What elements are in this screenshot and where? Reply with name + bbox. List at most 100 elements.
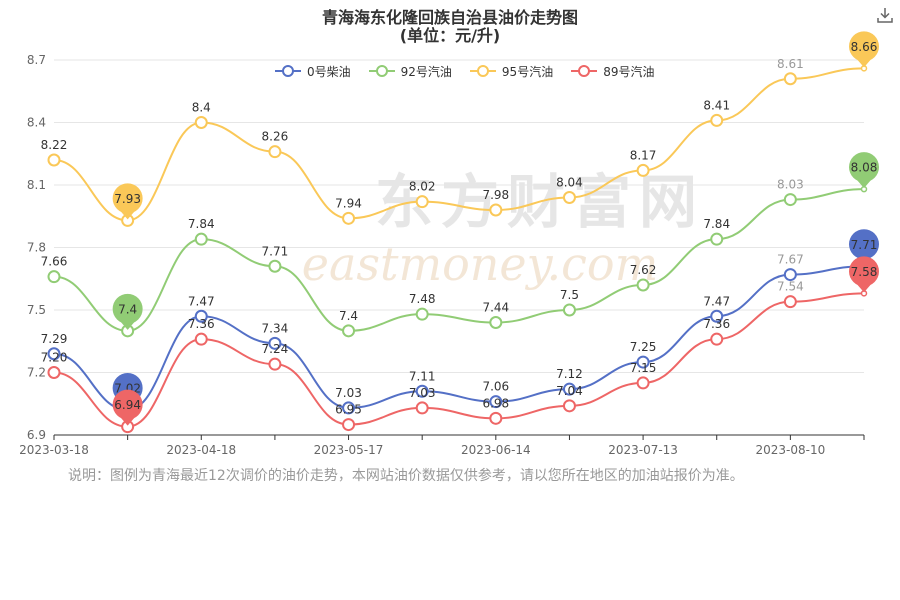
legend-item[interactable]: 89号汽油 <box>571 63 654 80</box>
data-label: 7.44 <box>482 301 509 315</box>
data-point <box>415 195 429 209</box>
data-label: 7.4 <box>339 309 358 323</box>
data-label: 6.98 <box>482 396 509 410</box>
data-point <box>636 355 650 369</box>
data-point <box>268 259 282 273</box>
data-label: 8.61 <box>777 57 804 71</box>
download-icon[interactable] <box>876 6 894 24</box>
data-point <box>710 113 724 127</box>
grid-lines <box>54 59 864 436</box>
data-point <box>710 232 724 246</box>
x-tick-label: 2023-07-13 <box>608 443 678 457</box>
data-point <box>489 395 503 409</box>
legend-label: 89号汽油 <box>603 64 655 79</box>
data-label: 7.03 <box>335 386 362 400</box>
data-label: 7.03 <box>409 386 436 400</box>
legend-item[interactable]: 95号汽油 <box>469 63 554 80</box>
data-point <box>636 163 650 177</box>
data-point <box>194 116 208 129</box>
pin-marker: 8.66 <box>849 31 879 68</box>
y-tick-label: 8.4 <box>27 116 46 130</box>
data-point <box>47 347 61 361</box>
data-label: 7.25 <box>630 340 657 354</box>
legend-line-icon <box>275 65 301 77</box>
data-label: 7.29 <box>41 332 68 346</box>
data-label: 8.03 <box>777 178 804 192</box>
pin-label: 8.08 <box>851 161 878 175</box>
data-label: 7.94 <box>335 196 362 210</box>
data-label: 6.95 <box>335 403 362 417</box>
legend-line-icon <box>469 65 496 77</box>
pin-marker: 7.4 <box>112 293 143 330</box>
data-label: 7.06 <box>482 380 509 394</box>
pin-label: 7.4 <box>118 302 137 316</box>
data-label: 8.02 <box>409 180 436 194</box>
data-label: 7.48 <box>409 292 436 306</box>
data-label: 8.04 <box>556 176 583 190</box>
data-point <box>342 418 356 432</box>
x-tick-label: 2023-04-18 <box>166 443 236 457</box>
data-point <box>562 399 576 413</box>
pin-label: 7.71 <box>851 238 878 252</box>
legend-label: 95号汽油 <box>501 64 554 79</box>
data-label: 8.17 <box>630 148 657 162</box>
data-label: 8.26 <box>262 130 289 144</box>
pin-label: 7.93 <box>114 192 141 206</box>
data-label: 7.34 <box>262 321 289 335</box>
legend-line-icon <box>368 65 395 77</box>
data-label: 7.15 <box>630 361 657 375</box>
data-label: 7.71 <box>262 244 289 258</box>
data-label: 7.20 <box>41 351 68 365</box>
data-point <box>47 270 61 284</box>
data-point <box>268 145 282 159</box>
data-label: 7.04 <box>556 384 583 398</box>
pin-marker: 7.93 <box>112 183 143 220</box>
data-label: 7.36 <box>188 317 215 331</box>
axes: 6.9 7.2 7.5 7.8 8.1 8.4 8.7 2023-03-18 2023-04-1… <box>19 53 865 457</box>
x-tick-label: 2023-06-14 <box>461 443 531 457</box>
data-point <box>710 309 724 323</box>
data-point <box>415 401 429 415</box>
chart-legend: 0号柴油 92号汽油 95号汽油 89号汽油 <box>275 62 654 80</box>
data-label: 7.47 <box>703 294 730 308</box>
data-point <box>636 376 650 390</box>
x-tick-label: 2023-03-18 <box>19 443 89 457</box>
data-point <box>342 401 356 415</box>
data-point <box>47 366 61 379</box>
legend-item[interactable]: 92号汽油 <box>368 63 452 80</box>
data-label: 7.12 <box>556 367 583 381</box>
series-layer <box>47 65 868 434</box>
pin-head <box>849 256 879 287</box>
pin-head <box>849 31 879 62</box>
data-point <box>194 232 208 246</box>
data-point <box>268 357 282 371</box>
y-tick-label: 6.9 <box>27 428 46 442</box>
data-point <box>415 307 429 321</box>
data-point <box>415 384 429 398</box>
pin-markers: 7.027.717.48.087.938.666.947.58 <box>112 31 879 426</box>
pin-head <box>112 183 143 214</box>
data-point <box>194 332 208 346</box>
data-label: 8.4 <box>192 101 211 115</box>
data-label: 7.5 <box>560 288 579 302</box>
data-point <box>268 336 282 350</box>
legend-item[interactable]: 0号柴油 <box>275 63 351 80</box>
data-point <box>710 332 724 346</box>
series-line <box>53 292 865 428</box>
data-label: 8.22 <box>41 138 68 152</box>
data-point <box>342 211 356 225</box>
data-label: 7.62 <box>630 263 657 277</box>
y-tick-label: 8.7 <box>27 53 46 67</box>
data-label: 7.98 <box>482 188 509 202</box>
data-label: 7.66 <box>41 255 68 269</box>
data-point <box>783 295 797 309</box>
data-point <box>194 309 208 323</box>
pin-label: 6.94 <box>114 398 141 412</box>
data-point <box>562 191 576 204</box>
watermark-subtext: eastmoney.com <box>302 237 658 291</box>
data-label: 7.36 <box>703 317 730 331</box>
data-point <box>636 278 650 292</box>
data-point <box>783 72 797 86</box>
data-point <box>47 153 61 167</box>
